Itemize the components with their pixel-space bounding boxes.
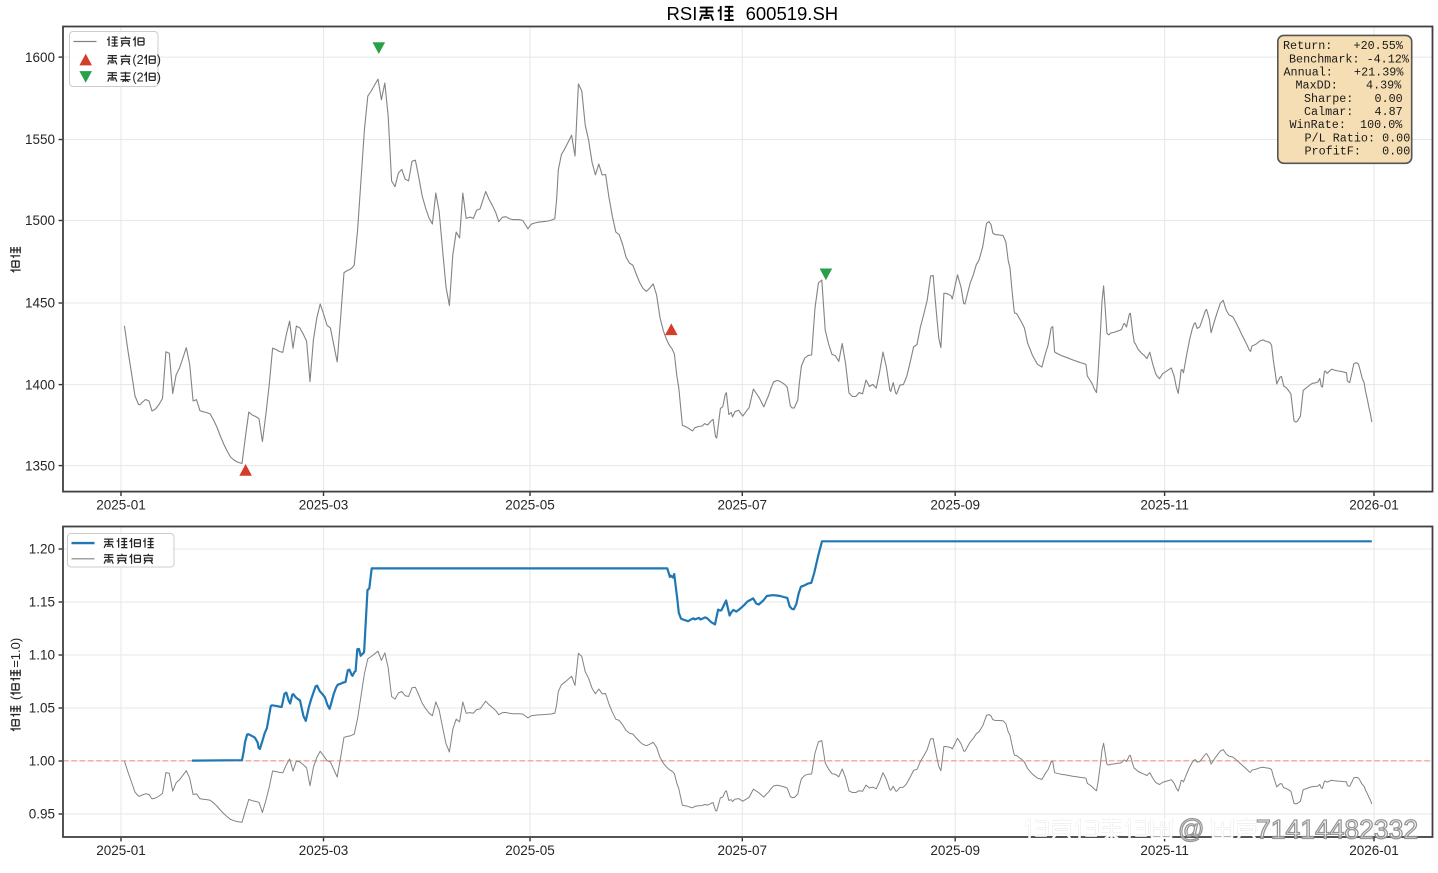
svg-text:1350: 1350 xyxy=(25,458,55,473)
svg-text:): ) xyxy=(157,53,161,67)
svg-text:(: ( xyxy=(8,695,23,704)
svg-text:1400: 1400 xyxy=(25,377,55,392)
svg-text:600519.SH: 600519.SH xyxy=(735,3,838,24)
svg-text:1.05: 1.05 xyxy=(29,701,55,716)
svg-text:1600: 1600 xyxy=(25,50,55,65)
svg-text:2025-01: 2025-01 xyxy=(96,498,146,513)
svg-text:@: @ xyxy=(1178,814,1204,844)
svg-text:(2: (2 xyxy=(132,53,143,67)
svg-text:RSI: RSI xyxy=(667,3,698,24)
svg-text:2025-09: 2025-09 xyxy=(930,498,980,513)
svg-text:1.00: 1.00 xyxy=(29,754,55,769)
svg-text:Annual: +21.39%: Annual: +21.39% xyxy=(1284,66,1405,80)
svg-text:1.15: 1.15 xyxy=(29,595,55,610)
svg-text:2025-05: 2025-05 xyxy=(505,498,555,513)
svg-text:2026-01: 2026-01 xyxy=(1349,498,1399,513)
svg-text:2025-09: 2025-09 xyxy=(930,843,980,858)
svg-text:2025-03: 2025-03 xyxy=(299,498,349,513)
svg-text:=1.0): =1.0) xyxy=(8,638,23,668)
svg-text:1.20: 1.20 xyxy=(29,542,55,557)
svg-text:MaxDD: 4.39%: MaxDD: 4.39% xyxy=(1296,79,1403,93)
svg-text:71414482332: 71414482332 xyxy=(1256,815,1418,845)
svg-text:1500: 1500 xyxy=(25,213,55,228)
svg-text:2025-01: 2025-01 xyxy=(96,843,146,858)
svg-text:Calmar: 4.87: Calmar: 4.87 xyxy=(1304,105,1403,119)
svg-text:Sharpe: 0.00: Sharpe: 0.00 xyxy=(1304,92,1403,106)
svg-text:Benchmark: -4.12%: Benchmark: -4.12% xyxy=(1289,52,1410,66)
svg-text:P/L Ratio: 0.00: P/L Ratio: 0.00 xyxy=(1305,131,1411,145)
svg-text:1450: 1450 xyxy=(25,296,55,311)
svg-text:2025-05: 2025-05 xyxy=(505,843,555,858)
svg-text:2025-07: 2025-07 xyxy=(718,843,768,858)
svg-text:2025-11: 2025-11 xyxy=(1140,498,1189,513)
svg-text:2025-11: 2025-11 xyxy=(1140,843,1189,858)
svg-text:WinRate: 100.0%: WinRate: 100.0% xyxy=(1290,118,1404,132)
svg-text:2026-01: 2026-01 xyxy=(1349,843,1399,858)
svg-text:(2: (2 xyxy=(132,70,143,84)
svg-text:1.10: 1.10 xyxy=(29,648,55,663)
svg-text:Return: +20.55%: Return: +20.55% xyxy=(1283,39,1404,53)
svg-text:): ) xyxy=(157,70,161,84)
svg-text:0.95: 0.95 xyxy=(29,807,55,822)
svg-text:2025-03: 2025-03 xyxy=(299,843,349,858)
svg-text:ProfitF: 0.00: ProfitF: 0.00 xyxy=(1305,144,1411,158)
svg-text:2025-07: 2025-07 xyxy=(718,498,768,513)
svg-text:1550: 1550 xyxy=(25,132,55,147)
